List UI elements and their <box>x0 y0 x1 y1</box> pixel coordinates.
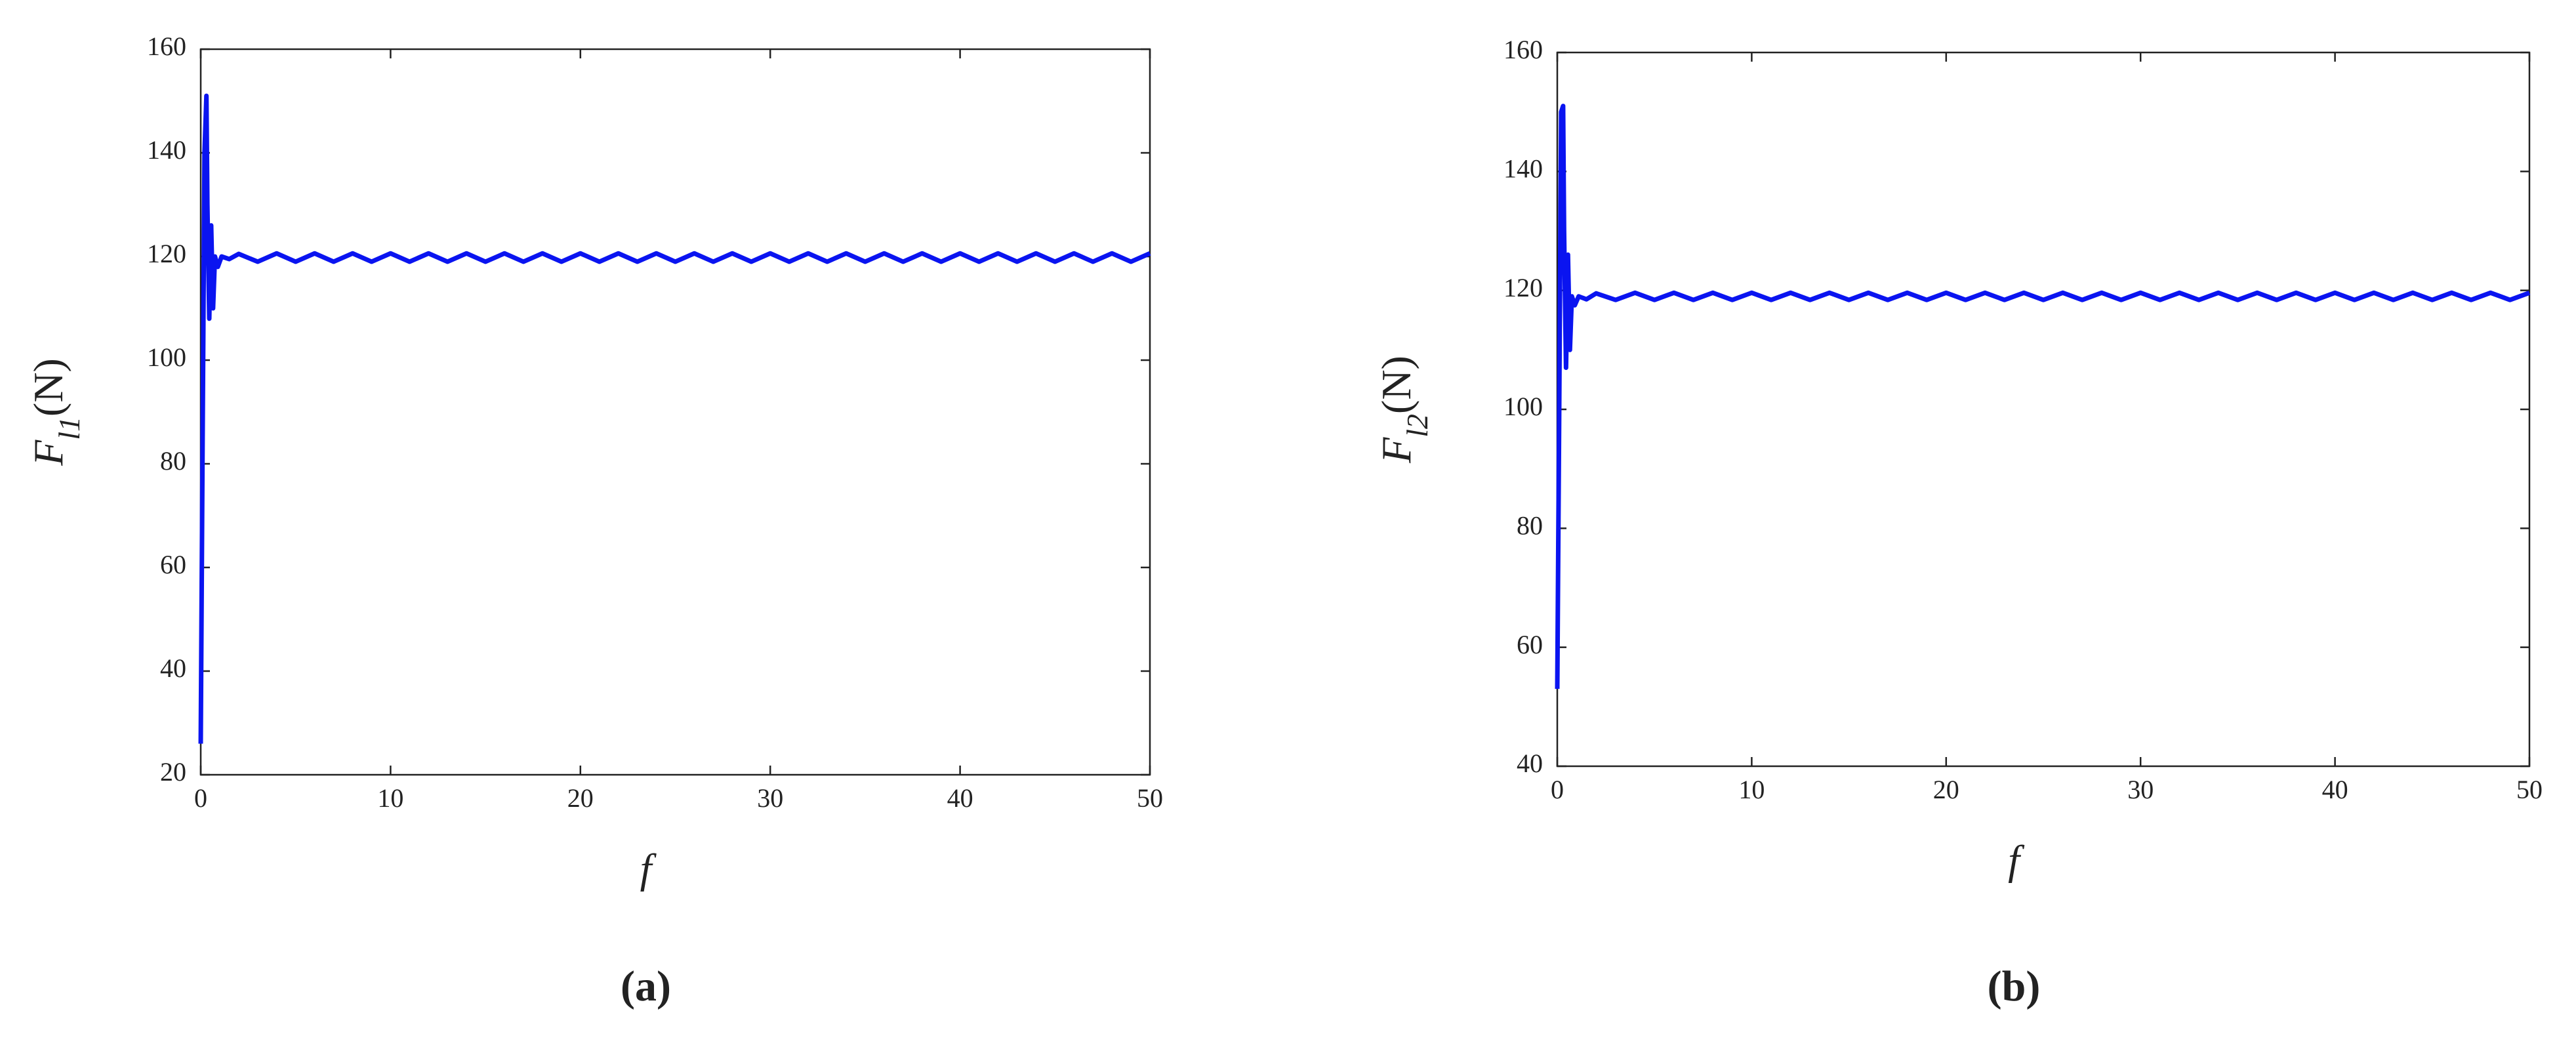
x-axis-label: f <box>640 846 657 892</box>
y-label-symbol: F <box>25 440 72 466</box>
plot-frame <box>199 48 1151 776</box>
y-tick-label: 160 <box>147 31 186 61</box>
y-tick-label: 140 <box>1503 154 1543 184</box>
x-tick-label: 10 <box>377 783 403 813</box>
x-tick-label: 40 <box>2322 775 2348 804</box>
y-tick-label: 40 <box>1517 749 1543 778</box>
y-tick-label: 40 <box>160 653 186 683</box>
x-axis-label: f <box>2008 837 2025 884</box>
y-tick-label: 120 <box>147 239 186 268</box>
y-label-symbol: F <box>1373 437 1420 464</box>
y-axis-label: Fl1(N) <box>25 358 86 466</box>
x-tick-label: 20 <box>1933 775 1959 804</box>
y-tick-label: 160 <box>1503 35 1543 64</box>
x-tick-label: 40 <box>947 783 973 813</box>
y-tick-label: 60 <box>160 550 186 579</box>
x-tick-label: 10 <box>1738 775 1765 804</box>
x-tick-label: 0 <box>1551 775 1564 804</box>
x-tick-label: 20 <box>567 783 594 813</box>
plot-frame <box>1556 51 2531 768</box>
y-tick-label: 140 <box>147 135 186 165</box>
y-tick-label: 80 <box>160 446 186 476</box>
y-tick-label: 20 <box>160 757 186 787</box>
panel-label: (b) <box>1988 962 2041 1010</box>
data-line <box>198 93 1151 744</box>
y-label-subscript: l2 <box>1400 414 1434 438</box>
panel-label: (a) <box>621 962 671 1010</box>
y-tick-label: 60 <box>1517 630 1543 659</box>
y-axis-label: Fl2(N) <box>1373 356 1434 464</box>
y-tick-label: 80 <box>1517 511 1543 541</box>
x-tick-label: 30 <box>757 783 783 813</box>
y-label-subscript: l1 <box>52 417 86 440</box>
data-line <box>1555 104 2531 689</box>
y-label-unit: (N) <box>25 358 72 417</box>
x-tick-label: 30 <box>2127 775 2154 804</box>
x-tick-label: 50 <box>1137 783 1163 813</box>
y-tick-label: 100 <box>1503 392 1543 421</box>
y-tick-label: 120 <box>1503 273 1543 302</box>
x-tick-label: 0 <box>194 783 207 813</box>
y-label-unit: (N) <box>1373 356 1420 414</box>
y-tick-label: 100 <box>147 342 186 372</box>
x-tick-label: 50 <box>2516 775 2543 804</box>
